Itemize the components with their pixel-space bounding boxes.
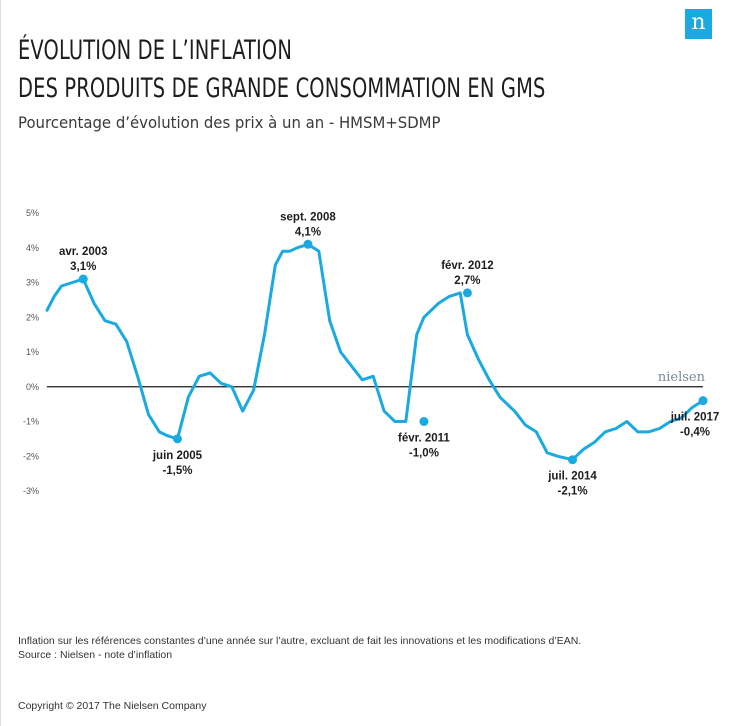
- annotation-date-label: juil. 2014: [547, 471, 597, 483]
- annotation-point: [568, 455, 578, 465]
- annotation-date-label: févr. 2011: [398, 433, 450, 445]
- annotation-value-label: 2,7%: [454, 275, 480, 287]
- annotation-point: [698, 396, 708, 406]
- annotation-point: [462, 288, 472, 298]
- annotation-date-label: juin 2005: [152, 450, 203, 462]
- y-tick-label: 2%: [26, 312, 39, 322]
- nielsen-watermark-logo: nielsen: [658, 370, 706, 385]
- annotation-value-label: -1,0%: [409, 448, 439, 460]
- y-tick-label: -2%: [23, 451, 39, 461]
- y-tick-label: -3%: [23, 486, 39, 496]
- annotation-date-label: avr. 2003: [59, 246, 108, 258]
- y-tick-label: 5%: [26, 208, 39, 218]
- annotation-point: [78, 274, 88, 284]
- annotation-point: [419, 417, 429, 426]
- inflation-line-chart: 5% 4% 3% 2% 1% 0% -1% -2% -3% avr. 2003 3,1% juin 2…: [23, 208, 720, 498]
- y-tick-label: -1%: [23, 417, 39, 427]
- annotation-value-label: -0,4%: [680, 427, 710, 439]
- chart-title: ÉVOLUTION DE L’INFLATION DES PRODUITS DE…: [18, 32, 546, 108]
- copyright: Copyright © 2017 The Nielsen Company: [18, 700, 207, 712]
- annotation-value-label: 4,1%: [295, 226, 321, 238]
- annotation-date-label: juil. 2017: [670, 412, 720, 424]
- annotation-point: [172, 434, 182, 444]
- annotation-value-label: -1,5%: [162, 465, 192, 477]
- title-line-1: ÉVOLUTION DE L’INFLATION: [18, 35, 293, 66]
- annotation-point: [303, 239, 313, 249]
- inflation-series-line: [45, 242, 705, 462]
- annotation-value-label: 3,1%: [70, 261, 96, 273]
- annotation-date-label: févr. 2012: [441, 260, 493, 272]
- footnote-source: Source : Nielsen - note d’inflation: [18, 649, 173, 661]
- y-tick-label: 3%: [26, 278, 39, 288]
- nielsen-logo-icon: n: [685, 9, 712, 39]
- annotation-value-label: -2,1%: [558, 486, 588, 498]
- annotation-date-label: sept. 2008: [280, 211, 336, 223]
- footnote-inflation-definition: Inflation sur les références constantes …: [18, 635, 582, 647]
- title-line-2: DES PRODUITS DE GRANDE CONSOMMATION EN G…: [18, 73, 546, 104]
- chart-subtitle: Pourcentage d’évolution des prix à un an…: [18, 113, 441, 132]
- y-tick-label: 4%: [26, 243, 39, 253]
- y-tick-label: 0%: [26, 382, 39, 392]
- y-tick-label: 1%: [26, 347, 39, 357]
